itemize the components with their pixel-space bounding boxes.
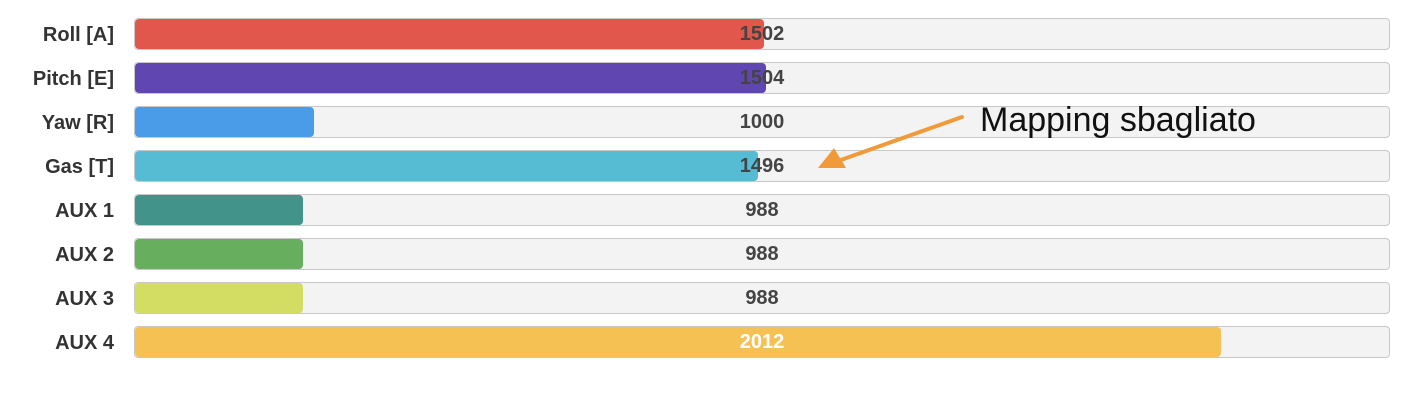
channel-value: 1504 [739, 67, 785, 89]
channel-row-aux1: AUX 1 988 [0, 192, 1414, 236]
channel-meter: 988 [134, 282, 1390, 314]
channel-value: 988 [745, 243, 779, 265]
channel-label: AUX 3 [55, 288, 114, 310]
channel-meter: 988 [134, 194, 1390, 226]
channel-value: 2012 [739, 331, 785, 353]
channel-fill [135, 283, 304, 313]
channel-row-aux2: AUX 2 988 [0, 236, 1414, 280]
channel-row-gas: Gas [T] 1496 [0, 148, 1414, 192]
channel-value: 1502 [739, 23, 785, 45]
channel-row-yaw: Yaw [R] 1000 [0, 104, 1414, 148]
annotation-text: Mapping sbagliato [980, 101, 1256, 139]
channel-fill [135, 63, 766, 93]
channel-fill [135, 19, 764, 49]
channel-row-roll: Roll [A] 1502 [0, 16, 1414, 60]
channel-value: 988 [745, 199, 779, 221]
channel-label: Yaw [R] [41, 112, 114, 134]
channel-meter: 1502 [134, 18, 1390, 50]
channel-fill [135, 327, 1221, 357]
receiver-channel-list: Roll [A] 1502 Pitch [E] 1504 Yaw [R] 100… [0, 16, 1414, 368]
channel-label: AUX 2 [55, 244, 114, 266]
channel-label: AUX 4 [55, 332, 114, 354]
channel-meter: 1496 [134, 150, 1390, 182]
channel-meter: 1000 [134, 106, 1390, 138]
channel-value: 1496 [739, 155, 785, 177]
channel-fill [135, 107, 315, 137]
channel-label: Gas [T] [45, 156, 114, 178]
channel-label: Pitch [E] [32, 68, 114, 90]
channel-fill [135, 195, 304, 225]
channel-value: 988 [745, 287, 779, 309]
channel-fill [135, 239, 304, 269]
channel-meter: 1504 [134, 62, 1390, 94]
channel-value: 1000 [739, 111, 785, 133]
channel-row-aux3: AUX 3 988 [0, 280, 1414, 324]
channel-fill [135, 151, 759, 181]
channel-label: AUX 1 [55, 200, 114, 222]
channel-label: Roll [A] [42, 24, 114, 46]
channel-row-pitch: Pitch [E] 1504 [0, 60, 1414, 104]
channel-row-aux4: AUX 4 2012 [0, 324, 1414, 368]
channel-meter: 2012 [134, 326, 1390, 358]
channel-meter: 988 [134, 238, 1390, 270]
